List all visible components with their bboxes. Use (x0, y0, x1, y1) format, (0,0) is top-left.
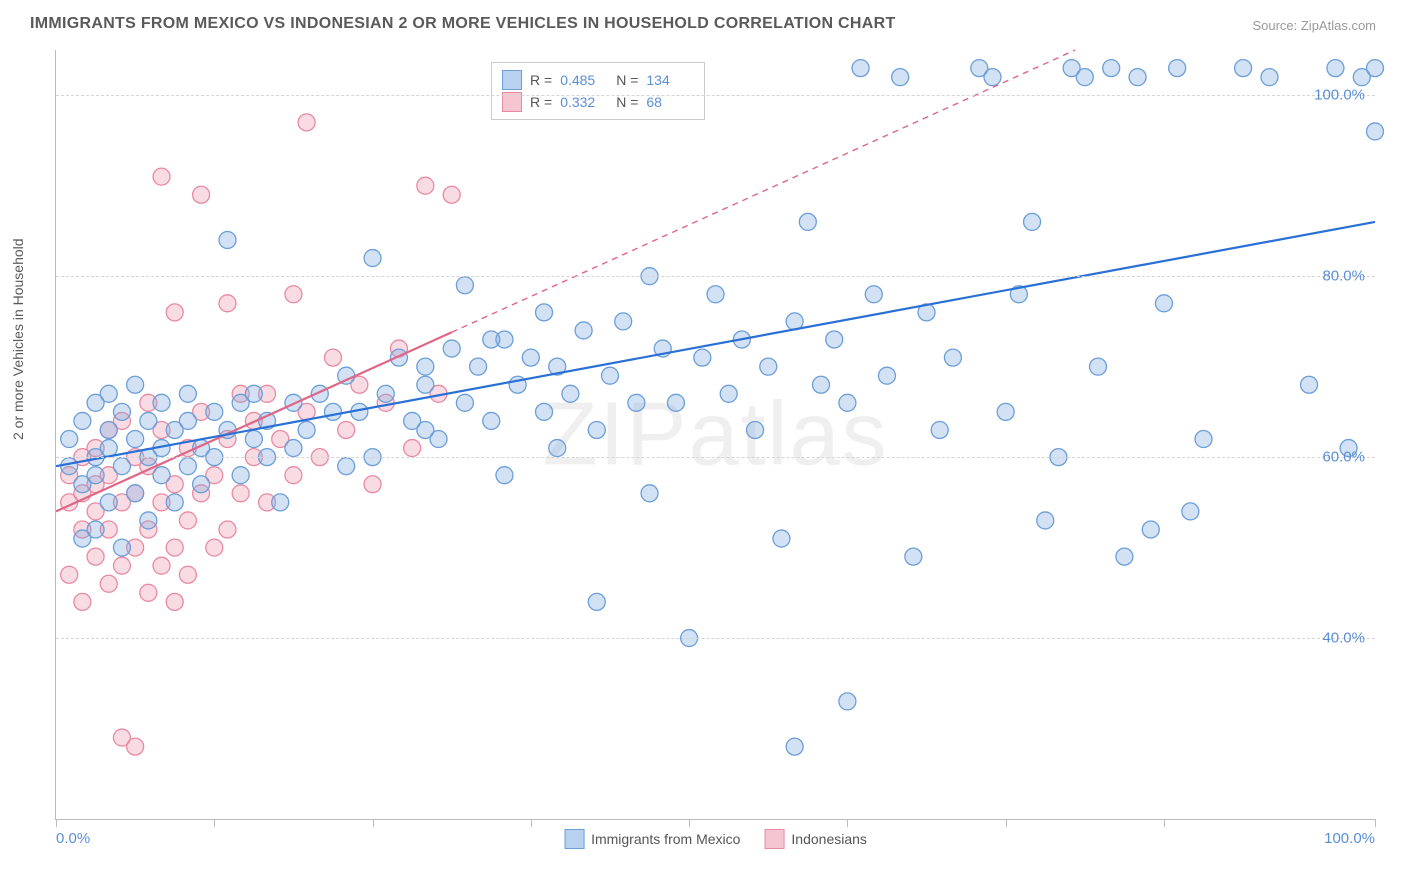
legend-label-indonesian: Indonesians (791, 831, 867, 847)
legend-swatch-mexico-bottom (564, 829, 584, 849)
legend-stats-box: R = 0.485 N = 134 R = 0.332 N = 68 (491, 62, 705, 120)
r-label: R = (530, 72, 552, 88)
indonesian-r-value: 0.332 (560, 94, 608, 110)
chart-plot-area: ZIPatlas R = 0.485 N = 134 R = 0.332 N =… (55, 50, 1375, 820)
legend-label-mexico: Immigrants from Mexico (591, 831, 740, 847)
ytick-label: 40.0% (1322, 630, 1365, 647)
indonesian-n-value: 68 (646, 94, 694, 110)
y-axis-label: 2 or more Vehicles in Household (10, 238, 26, 440)
n-label: N = (616, 72, 638, 88)
legend-stats-row-mexico: R = 0.485 N = 134 (502, 70, 694, 90)
legend-bottom: Immigrants from Mexico Indonesians (564, 829, 867, 849)
legend-swatch-mexico (502, 70, 522, 90)
xtick-label: 0.0% (56, 830, 90, 847)
chart-title: IMMIGRANTS FROM MEXICO VS INDONESIAN 2 O… (30, 15, 896, 33)
legend-item-mexico: Immigrants from Mexico (564, 829, 740, 849)
mexico-r-value: 0.485 (560, 72, 608, 88)
legend-swatch-indonesian-bottom (764, 829, 784, 849)
xtick-label: 100.0% (1324, 830, 1375, 847)
scatter-svg (56, 50, 1375, 819)
n-label: N = (616, 94, 638, 110)
ytick-label: 80.0% (1322, 268, 1365, 285)
r-label: R = (530, 94, 552, 110)
ytick-label: 60.0% (1322, 449, 1365, 466)
mexico-n-value: 134 (646, 72, 694, 88)
legend-item-indonesian: Indonesians (764, 829, 867, 849)
ytick-label: 100.0% (1314, 87, 1365, 104)
source-label: Source: ZipAtlas.com (1252, 18, 1376, 33)
